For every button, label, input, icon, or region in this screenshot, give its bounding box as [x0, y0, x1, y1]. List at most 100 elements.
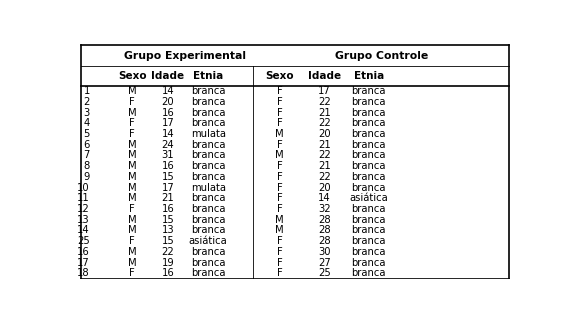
Text: F: F — [276, 236, 282, 246]
Text: branca: branca — [191, 97, 225, 107]
Text: 21: 21 — [318, 161, 331, 171]
Text: asiática: asiática — [189, 236, 228, 246]
Text: branca: branca — [351, 97, 386, 107]
Text: Etnia: Etnia — [193, 71, 223, 81]
Text: Idade: Idade — [151, 71, 184, 81]
Text: branca: branca — [351, 247, 386, 257]
Text: 14: 14 — [318, 193, 331, 203]
Text: branca: branca — [191, 225, 225, 235]
Text: 28: 28 — [318, 215, 331, 225]
Text: Grupo Controle: Grupo Controle — [335, 51, 428, 61]
Text: branca: branca — [351, 236, 386, 246]
Text: M: M — [128, 225, 137, 235]
Text: branca: branca — [191, 193, 225, 203]
Text: 16: 16 — [77, 247, 90, 257]
Text: 25: 25 — [77, 236, 90, 246]
Text: M: M — [275, 129, 284, 139]
Text: 12: 12 — [77, 204, 90, 214]
Text: branca: branca — [351, 172, 386, 182]
Text: 4: 4 — [84, 118, 90, 128]
Text: F: F — [276, 193, 282, 203]
Text: F: F — [130, 268, 135, 278]
Text: 28: 28 — [318, 236, 331, 246]
Text: mulata: mulata — [191, 182, 226, 192]
Text: F: F — [130, 97, 135, 107]
Text: 32: 32 — [318, 204, 331, 214]
Text: M: M — [128, 86, 137, 96]
Text: branca: branca — [351, 182, 386, 192]
Text: 2: 2 — [84, 97, 90, 107]
Text: Sexo: Sexo — [118, 71, 146, 81]
Text: Etnia: Etnia — [354, 71, 384, 81]
Text: 14: 14 — [162, 129, 175, 139]
Text: M: M — [128, 247, 137, 257]
Text: F: F — [276, 161, 282, 171]
Text: branca: branca — [351, 129, 386, 139]
Text: branca: branca — [351, 86, 386, 96]
Text: M: M — [128, 172, 137, 182]
Text: F: F — [130, 236, 135, 246]
Text: asiática: asiática — [350, 193, 388, 203]
Text: branca: branca — [351, 161, 386, 171]
Text: M: M — [128, 108, 137, 118]
Text: branca: branca — [351, 258, 386, 268]
Text: M: M — [128, 182, 137, 192]
Text: branca: branca — [191, 172, 225, 182]
Text: branca: branca — [191, 161, 225, 171]
Text: 28: 28 — [318, 225, 331, 235]
Text: F: F — [276, 108, 282, 118]
Text: 25: 25 — [318, 268, 331, 278]
Text: branca: branca — [191, 258, 225, 268]
Text: 22: 22 — [318, 97, 331, 107]
Text: 31: 31 — [162, 150, 175, 160]
Text: branca: branca — [191, 86, 225, 96]
Text: 14: 14 — [77, 225, 90, 235]
Text: F: F — [276, 204, 282, 214]
Text: 27: 27 — [318, 258, 331, 268]
Text: mulata: mulata — [191, 129, 226, 139]
Text: M: M — [128, 140, 137, 150]
Text: branca: branca — [191, 204, 225, 214]
Text: 5: 5 — [84, 129, 90, 139]
Text: F: F — [276, 140, 282, 150]
Text: branca: branca — [351, 215, 386, 225]
Text: 22: 22 — [318, 118, 331, 128]
Text: 17: 17 — [77, 258, 90, 268]
Text: 3: 3 — [84, 108, 90, 118]
Text: M: M — [128, 258, 137, 268]
Text: 21: 21 — [318, 140, 331, 150]
Text: 13: 13 — [162, 225, 175, 235]
Text: 19: 19 — [162, 258, 175, 268]
Text: 15: 15 — [162, 236, 175, 246]
Text: M: M — [275, 215, 284, 225]
Text: 11: 11 — [77, 193, 90, 203]
Text: 8: 8 — [84, 161, 90, 171]
Text: 17: 17 — [162, 118, 175, 128]
Text: branca: branca — [191, 140, 225, 150]
Text: M: M — [128, 150, 137, 160]
Text: 14: 14 — [162, 86, 175, 96]
Text: branca: branca — [351, 225, 386, 235]
Text: F: F — [130, 118, 135, 128]
Text: F: F — [276, 182, 282, 192]
Text: 22: 22 — [318, 172, 331, 182]
Text: 22: 22 — [318, 150, 331, 160]
Text: 16: 16 — [162, 161, 175, 171]
Text: 30: 30 — [318, 247, 331, 257]
Text: M: M — [128, 215, 137, 225]
Text: branca: branca — [191, 268, 225, 278]
Text: Sexo: Sexo — [266, 71, 294, 81]
Text: branca: branca — [351, 108, 386, 118]
Text: F: F — [130, 204, 135, 214]
Text: branca: branca — [191, 215, 225, 225]
Text: F: F — [276, 118, 282, 128]
Text: Grupo Experimental: Grupo Experimental — [124, 51, 246, 61]
Text: branca: branca — [191, 108, 225, 118]
Text: 20: 20 — [318, 182, 331, 192]
Text: F: F — [276, 97, 282, 107]
Text: F: F — [276, 86, 282, 96]
Text: branca: branca — [191, 247, 225, 257]
Text: 15: 15 — [162, 172, 175, 182]
Text: 21: 21 — [318, 108, 331, 118]
Text: 16: 16 — [162, 204, 175, 214]
